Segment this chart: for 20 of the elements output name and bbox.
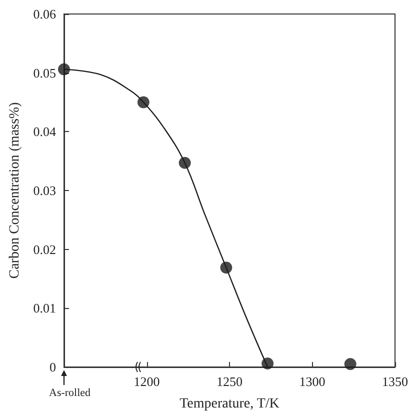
y-tick-label: 0 bbox=[50, 360, 56, 374]
point bbox=[220, 262, 232, 274]
y-tick-label: 0.02 bbox=[33, 242, 56, 257]
y-tick-label: 0.01 bbox=[33, 300, 56, 316]
y-tick-label: 0.04 bbox=[33, 124, 56, 140]
point bbox=[178, 156, 191, 169]
x-tick-label: 1250 bbox=[216, 374, 242, 389]
x-axis-title: Temperature, T/K bbox=[180, 396, 280, 412]
x-tick-label: 1200 bbox=[134, 374, 160, 389]
point bbox=[58, 63, 70, 76]
y-tick-label: 0.06 bbox=[33, 6, 56, 22]
y-tick-label: 0.05 bbox=[33, 65, 56, 80]
point bbox=[137, 96, 150, 108]
y-tick-label: 0.03 bbox=[33, 183, 56, 198]
x-tick-label: 1350 bbox=[382, 374, 408, 389]
point bbox=[262, 357, 274, 370]
text: As-rolled bbox=[49, 387, 92, 399]
point bbox=[344, 358, 356, 370]
x-tick-label: 1300 bbox=[299, 374, 326, 389]
y-axis-title: Carbon Concentration (mass%) bbox=[8, 102, 22, 279]
